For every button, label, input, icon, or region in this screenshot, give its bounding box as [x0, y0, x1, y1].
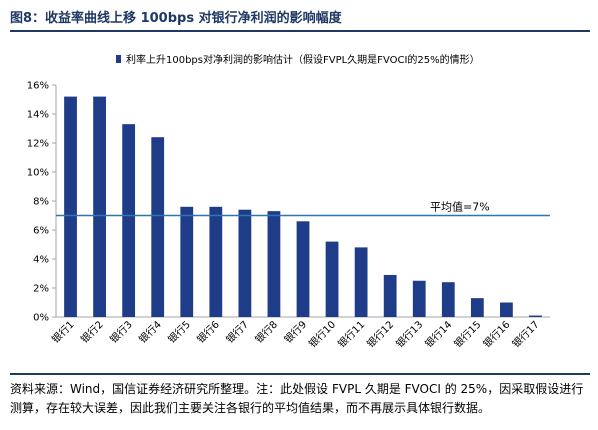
- bar: [470, 298, 484, 317]
- y-tick-label: 14%: [27, 110, 49, 121]
- x-tick-label: 银行15: [451, 318, 483, 350]
- y-tick-label: 4%: [33, 255, 49, 266]
- bar: [529, 315, 542, 317]
- y-tick-label: 12%: [27, 139, 49, 150]
- x-tick-label: 银行7: [223, 318, 251, 346]
- bar: [209, 206, 223, 317]
- legend-entry: 利率上升100bps对净利润的影响估计（假设FVPL久期是FVOCI的25%的情…: [126, 53, 480, 66]
- y-tick-label: 8%: [33, 197, 49, 208]
- bar: [180, 206, 194, 317]
- x-tick-label: 银行8: [252, 318, 280, 346]
- legend-swatch: [116, 55, 121, 63]
- x-tick-label: 银行1: [49, 318, 77, 346]
- bar: [238, 209, 252, 317]
- x-tick-label: 银行3: [107, 318, 135, 346]
- x-tick-label: 银行16: [480, 318, 512, 350]
- y-tick-label: 10%: [27, 168, 49, 179]
- figure-title: 图8：收益率曲线上移 100bps 对银行净利润的影响幅度: [10, 11, 342, 26]
- bar: [412, 280, 426, 317]
- y-tick-label: 0%: [33, 313, 49, 324]
- x-tick-label: 银行11: [335, 318, 367, 350]
- x-tick-label: 银行12: [364, 318, 396, 350]
- x-tick-label: 银行14: [422, 318, 454, 350]
- x-tick-label: 银行13: [393, 318, 425, 350]
- y-axis-ticks: 0% 2% 4% 6% 8% 10% 12% 14% 16%: [27, 81, 56, 324]
- bars: [64, 96, 542, 318]
- chart-legend: 利率上升100bps对净利润的影响估计（假设FVPL久期是FVOCI的25%的情…: [116, 53, 480, 66]
- bar: [151, 137, 165, 317]
- x-tick-label: 银行6: [194, 318, 222, 346]
- bar: [122, 124, 136, 318]
- source-rule: [10, 373, 590, 375]
- bar: [354, 247, 368, 317]
- x-tick-label: 银行4: [136, 318, 164, 346]
- bar: [93, 96, 106, 317]
- x-tick-label: 银行17: [509, 318, 541, 350]
- x-tick-label: 银行9: [281, 318, 309, 346]
- bar: [383, 274, 397, 317]
- bar: [296, 221, 310, 317]
- source-note: 资料来源：Wind，国信证券经济研究所整理。注：此处假设 FVPL 久期是 FV…: [10, 382, 584, 415]
- bar: [500, 302, 513, 317]
- bar: [325, 241, 339, 317]
- bar: [64, 96, 77, 317]
- y-tick-label: 6%: [33, 226, 49, 237]
- bar: [267, 211, 281, 317]
- bar-chart: 利率上升100bps对净利润的影响估计（假设FVPL久期是FVOCI的25%的情…: [27, 53, 550, 350]
- title-rule: [10, 30, 590, 32]
- x-tick-label: 银行2: [78, 318, 106, 346]
- bar: [441, 282, 455, 317]
- x-tick-label: 银行10: [306, 318, 338, 350]
- x-axis-labels: 银行1 银行2 银行3 银行4 银行5 银行6 银行7 银行8 银行9银行10银行11银行12银…: [49, 318, 542, 350]
- y-tick-label: 16%: [27, 81, 49, 92]
- average-label: 平均值=7%: [430, 201, 490, 214]
- x-tick-label: 银行5: [165, 318, 193, 346]
- y-tick-label: 2%: [33, 284, 49, 295]
